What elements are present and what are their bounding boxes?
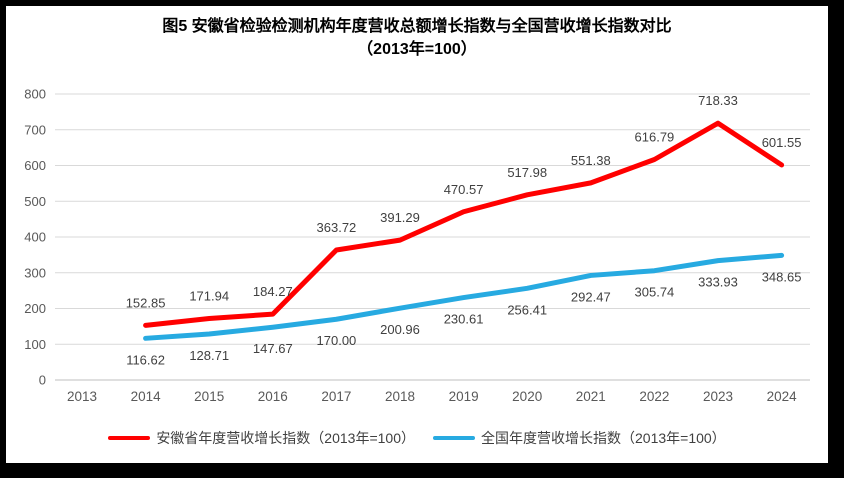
y-tick-label: 200 [24,301,46,316]
y-tick-label: 600 [24,158,46,173]
y-tick-label: 100 [24,337,46,352]
x-tick-label: 2021 [576,389,606,404]
x-tick-label: 2020 [512,389,542,404]
x-tick-label: 2022 [639,389,669,404]
x-tick-label: 2016 [258,389,288,404]
legend-swatch-icon [108,436,151,440]
y-tick-label: 300 [24,265,46,280]
data-label-series-0: 470.57 [444,182,484,197]
data-label-series-1: 305.74 [635,285,675,300]
y-tick-label: 0 [39,373,46,388]
x-tick-label: 2019 [449,389,479,404]
data-label-series-1: 230.61 [444,312,484,327]
data-label-series-0: 363.72 [317,220,357,235]
chart-title-line2: （2013年=100） [357,41,477,58]
data-label-series-0: 152.85 [126,295,166,310]
data-label-series-1: 200.96 [380,322,420,337]
y-tick-label: 400 [24,230,46,245]
x-tick-label: 2024 [767,389,798,404]
data-label-series-0: 184.27 [253,284,293,299]
y-tick-label: 800 [24,87,46,102]
legend: 安徽省年度营收增长指数（2013年=100） 全国年度营收增长指数（2013年=1… [6,428,828,448]
x-tick-label: 2023 [703,389,733,404]
data-label-series-1: 128.71 [189,348,229,363]
data-label-series-1: 116.62 [126,352,165,367]
data-label-series-0: 601.55 [762,135,802,150]
series-line-1 [143,252,785,341]
data-label-series-0: 391.29 [380,210,420,225]
legend-swatch-icon [433,436,475,440]
data-label-series-1: 256.41 [507,302,547,317]
x-tick-label: 2015 [194,389,224,404]
data-label-series-1: 292.47 [571,289,611,304]
y-tick-label: 700 [24,122,46,137]
series-line-0 [143,120,785,328]
data-label-series-0: 517.98 [507,165,547,180]
x-tick-label: 2018 [385,389,415,404]
chart-title-line1: 图5 安徽省检验检测机构年度营收总额增长指数与全国营收增长指数对比 [162,18,672,35]
data-label-series-0: 718.33 [698,93,738,108]
data-label-series-1: 333.93 [698,275,738,290]
legend-item-0: 安徽省年度营收增长指数（2013年=100） [108,428,415,448]
legend-item-1: 全国年度营收增长指数（2013年=100） [433,428,726,448]
data-label-series-1: 170.00 [317,333,357,348]
chart-title: 图5 安徽省检验检测机构年度营收总额增长指数与全国营收增长指数对比 （2013年… [6,15,828,61]
x-tick-label: 2017 [321,389,351,404]
legend-label: 安徽省年度营收增长指数（2013年=100） [156,430,415,446]
data-label-series-1: 348.65 [762,269,802,284]
x-tick-label: 2014 [131,389,162,404]
data-label-series-1: 147.67 [253,341,293,356]
data-label-series-0: 551.38 [571,153,611,168]
y-tick-label: 500 [24,194,46,209]
x-tick-label: 2013 [67,389,97,404]
data-label-series-0: 616.79 [635,129,675,144]
legend-label: 全国年度营收增长指数（2013年=100） [481,430,726,446]
data-label-series-0: 171.94 [189,289,229,304]
